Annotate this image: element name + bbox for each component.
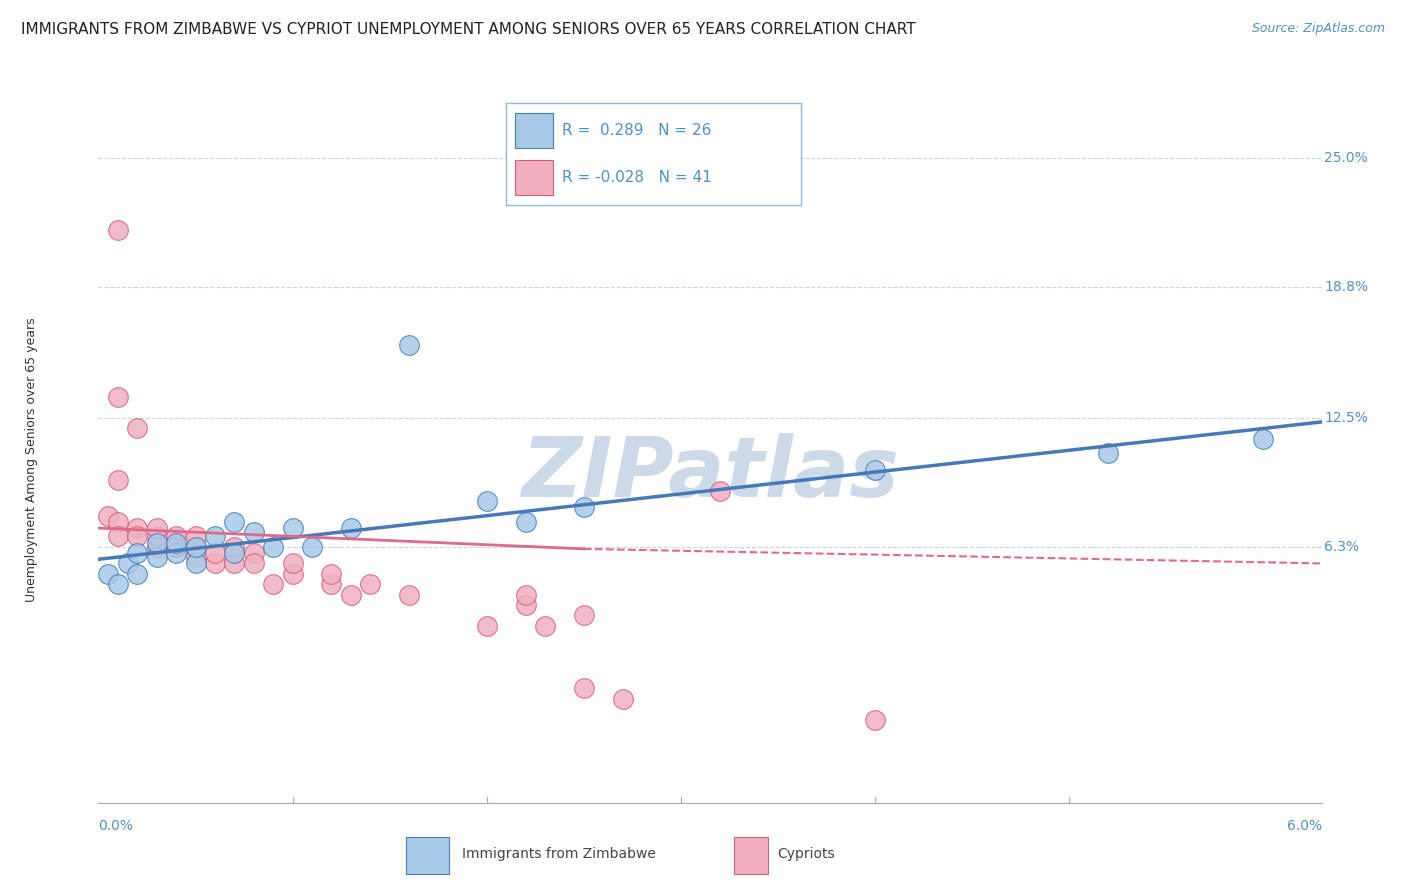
Point: [107, 473, 129, 487]
Point: [184, 529, 207, 543]
Point: [398, 588, 420, 602]
Text: Immigrants from Zimbabwe: Immigrants from Zimbabwe: [461, 847, 655, 861]
Text: ZIPatlas: ZIPatlas: [522, 433, 898, 514]
Point: [398, 338, 420, 352]
Point: [262, 577, 284, 591]
Point: [281, 557, 304, 571]
Point: [281, 566, 304, 581]
Point: [184, 540, 207, 554]
Point: [863, 713, 886, 727]
Text: Unemployment Among Seniors over 65 years: Unemployment Among Seniors over 65 years: [25, 317, 38, 602]
Point: [107, 515, 129, 529]
Point: [515, 598, 537, 612]
Point: [165, 546, 187, 560]
Point: [709, 483, 731, 498]
Text: Source: ZipAtlas.com: Source: ZipAtlas.com: [1251, 22, 1385, 36]
Point: [224, 546, 246, 560]
Point: [224, 540, 246, 554]
Point: [145, 550, 167, 565]
Point: [127, 566, 149, 581]
Point: [321, 577, 343, 591]
Text: 0.0%: 0.0%: [98, 820, 134, 833]
Point: [572, 500, 595, 515]
Text: 12.5%: 12.5%: [1324, 410, 1368, 425]
Point: [515, 515, 537, 529]
Bar: [734, 837, 768, 874]
Bar: [515, 112, 554, 148]
Point: [97, 508, 120, 523]
Bar: [515, 160, 554, 194]
Point: [107, 390, 129, 404]
Point: [165, 540, 187, 554]
Point: [97, 566, 120, 581]
Point: [572, 681, 595, 696]
Text: 6.0%: 6.0%: [1286, 820, 1322, 833]
Point: [117, 557, 139, 571]
Point: [145, 529, 167, 543]
Point: [475, 619, 498, 633]
Point: [127, 421, 149, 435]
Point: [145, 521, 167, 535]
Point: [359, 577, 381, 591]
Point: [165, 529, 187, 543]
Point: [340, 521, 363, 535]
Text: 25.0%: 25.0%: [1324, 151, 1368, 165]
Point: [204, 529, 226, 543]
Point: [281, 521, 304, 535]
Point: [242, 546, 264, 560]
Text: R = -0.028   N = 41: R = -0.028 N = 41: [562, 170, 711, 185]
Point: [262, 540, 284, 554]
Point: [165, 535, 187, 549]
Point: [127, 529, 149, 543]
Point: [534, 619, 557, 633]
Point: [145, 535, 167, 549]
Point: [224, 557, 246, 571]
Point: [301, 540, 323, 554]
Point: [612, 691, 634, 706]
Point: [340, 588, 363, 602]
Point: [204, 557, 226, 571]
Point: [204, 546, 226, 560]
Point: [863, 463, 886, 477]
Point: [145, 540, 167, 554]
Point: [321, 566, 343, 581]
Text: 6.3%: 6.3%: [1324, 540, 1360, 554]
Point: [475, 494, 498, 508]
Point: [224, 515, 246, 529]
Bar: [406, 837, 450, 874]
Point: [1097, 446, 1119, 460]
Point: [107, 223, 129, 237]
Point: [242, 557, 264, 571]
Point: [184, 550, 207, 565]
Text: R =  0.289   N = 26: R = 0.289 N = 26: [562, 123, 711, 137]
Point: [515, 588, 537, 602]
Point: [107, 529, 129, 543]
Text: IMMIGRANTS FROM ZIMBABWE VS CYPRIOT UNEMPLOYMENT AMONG SENIORS OVER 65 YEARS COR: IMMIGRANTS FROM ZIMBABWE VS CYPRIOT UNEM…: [21, 22, 915, 37]
Point: [127, 521, 149, 535]
Text: Cypriots: Cypriots: [778, 847, 835, 861]
Point: [184, 540, 207, 554]
Point: [184, 557, 207, 571]
Point: [1253, 432, 1275, 446]
Point: [165, 540, 187, 554]
Point: [127, 546, 149, 560]
Point: [572, 608, 595, 623]
Point: [242, 525, 264, 540]
Point: [107, 577, 129, 591]
Text: 18.8%: 18.8%: [1324, 279, 1368, 293]
